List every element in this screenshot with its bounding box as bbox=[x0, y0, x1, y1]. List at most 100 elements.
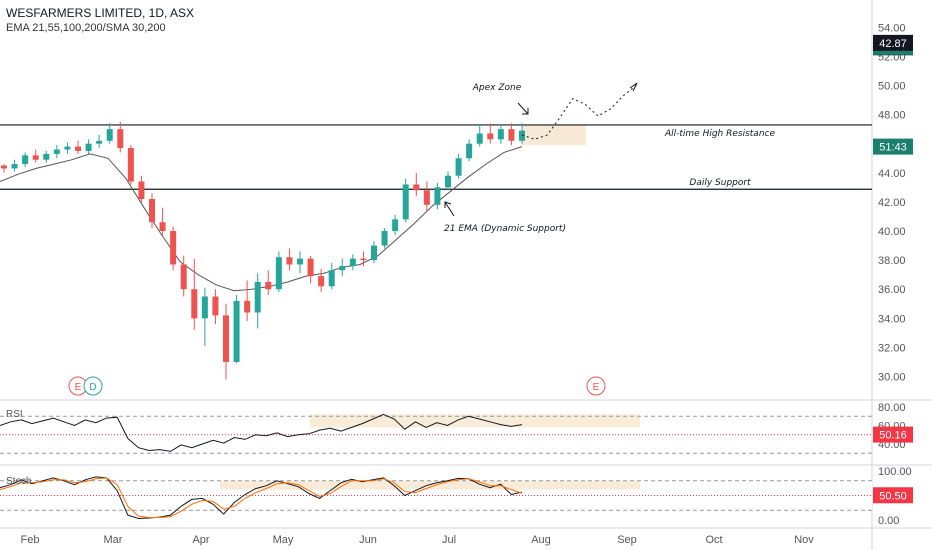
candle-body bbox=[519, 130, 525, 141]
candle[interactable] bbox=[170, 226, 177, 271]
price-tick: 54.00 bbox=[878, 22, 906, 34]
candle-body bbox=[455, 158, 462, 176]
candle[interactable] bbox=[22, 152, 29, 167]
candle[interactable] bbox=[328, 263, 335, 290]
candle[interactable] bbox=[223, 303, 229, 380]
candle[interactable] bbox=[53, 145, 60, 159]
candle[interactable] bbox=[96, 134, 103, 149]
candle[interactable] bbox=[286, 248, 293, 271]
event-circle bbox=[83, 376, 103, 396]
candle[interactable] bbox=[318, 268, 325, 293]
candle-body bbox=[180, 264, 187, 290]
candle-body bbox=[201, 296, 208, 319]
candle[interactable] bbox=[487, 123, 494, 144]
candle[interactable] bbox=[413, 172, 420, 197]
candle-body bbox=[85, 143, 92, 151]
candle-body bbox=[508, 129, 515, 141]
candle[interactable] bbox=[497, 124, 504, 144]
candle-body bbox=[233, 300, 240, 362]
time-tick: Jul bbox=[442, 534, 456, 546]
candle[interactable] bbox=[138, 175, 145, 204]
indicator-legend[interactable]: EMA 21,55,100,200/SMA 30,200 bbox=[6, 22, 166, 34]
stoch-value-tag: 50.50 bbox=[879, 490, 907, 502]
candle[interactable] bbox=[201, 287, 208, 346]
candle[interactable] bbox=[75, 140, 81, 154]
candle[interactable] bbox=[32, 149, 39, 163]
candle[interactable] bbox=[445, 171, 451, 191]
event-marker-e[interactable]: E bbox=[586, 376, 606, 396]
candle[interactable] bbox=[297, 251, 303, 274]
candle[interactable] bbox=[127, 145, 134, 185]
rsi-tick: 80.00 bbox=[878, 402, 906, 414]
candle-body bbox=[11, 164, 18, 169]
candle-body bbox=[318, 276, 325, 287]
candle[interactable] bbox=[265, 270, 272, 296]
candle-body bbox=[466, 143, 473, 159]
symbol-title[interactable]: WESFARMERS LIMITED, 1D, ASX bbox=[6, 6, 195, 20]
candle-body bbox=[371, 245, 377, 261]
candle-body bbox=[413, 184, 420, 191]
candle[interactable] bbox=[159, 207, 166, 236]
price-tick: 50.00 bbox=[878, 81, 906, 93]
candle[interactable] bbox=[43, 150, 50, 163]
candle[interactable] bbox=[434, 182, 441, 210]
candle[interactable] bbox=[519, 123, 525, 144]
candle[interactable] bbox=[476, 124, 483, 147]
candle[interactable] bbox=[275, 251, 282, 293]
candle[interactable] bbox=[1, 164, 7, 173]
candle[interactable] bbox=[339, 258, 346, 277]
candle[interactable] bbox=[423, 181, 430, 211]
candle[interactable] bbox=[180, 255, 187, 297]
candle[interactable] bbox=[307, 255, 314, 284]
time-axis: Feb Mar Apr May Jun Jul Aug Sep Oct Nov bbox=[21, 534, 815, 546]
support-tag-bg bbox=[873, 34, 913, 51]
candle[interactable] bbox=[244, 280, 251, 322]
candle[interactable] bbox=[381, 228, 388, 249]
candle[interactable] bbox=[212, 289, 219, 325]
candle[interactable] bbox=[117, 121, 124, 153]
candle[interactable] bbox=[106, 123, 113, 144]
candle[interactable] bbox=[349, 254, 356, 271]
candle-body bbox=[254, 281, 261, 313]
candle[interactable] bbox=[508, 123, 515, 146]
price-tick: 30.00 bbox=[878, 372, 906, 384]
rsi-label: RSI bbox=[6, 409, 23, 420]
candle[interactable] bbox=[233, 295, 240, 364]
candle[interactable] bbox=[11, 159, 18, 172]
price-tick: 40.00 bbox=[878, 226, 906, 238]
price-tick: 48.00 bbox=[878, 110, 906, 122]
candle[interactable] bbox=[402, 178, 409, 223]
price-axis: 54.0052.0050.0048.0046.0044.0042.0040.00… bbox=[873, 22, 913, 504]
candle[interactable] bbox=[392, 214, 399, 236]
candle[interactable] bbox=[85, 139, 92, 154]
candle[interactable] bbox=[466, 139, 473, 162]
candle[interactable] bbox=[191, 258, 198, 330]
candle[interactable] bbox=[254, 273, 261, 329]
stoch-tick: 100.00 bbox=[878, 466, 912, 478]
event-letter: E bbox=[75, 382, 82, 393]
candle[interactable] bbox=[455, 153, 462, 179]
candle-body bbox=[43, 153, 50, 160]
candles[interactable] bbox=[1, 121, 525, 380]
candle-body bbox=[360, 258, 367, 261]
apex-zone bbox=[522, 124, 586, 146]
ema-lines bbox=[0, 146, 523, 292]
projection-line bbox=[521, 85, 637, 140]
candle-body bbox=[244, 300, 251, 313]
candle[interactable] bbox=[360, 251, 367, 266]
candle-body bbox=[286, 257, 293, 265]
candle[interactable] bbox=[64, 142, 71, 154]
event-marker-d[interactable]: D bbox=[83, 376, 103, 396]
candle-body bbox=[64, 146, 71, 150]
rsi-value-tag: 50.16 bbox=[879, 430, 907, 442]
price-tick: 38.00 bbox=[878, 255, 906, 267]
candle-body bbox=[392, 219, 399, 231]
rsi-zone bbox=[310, 414, 640, 428]
candle[interactable] bbox=[371, 241, 377, 264]
candle[interactable] bbox=[149, 193, 155, 229]
countdown-tag: 51:43 bbox=[879, 142, 907, 154]
